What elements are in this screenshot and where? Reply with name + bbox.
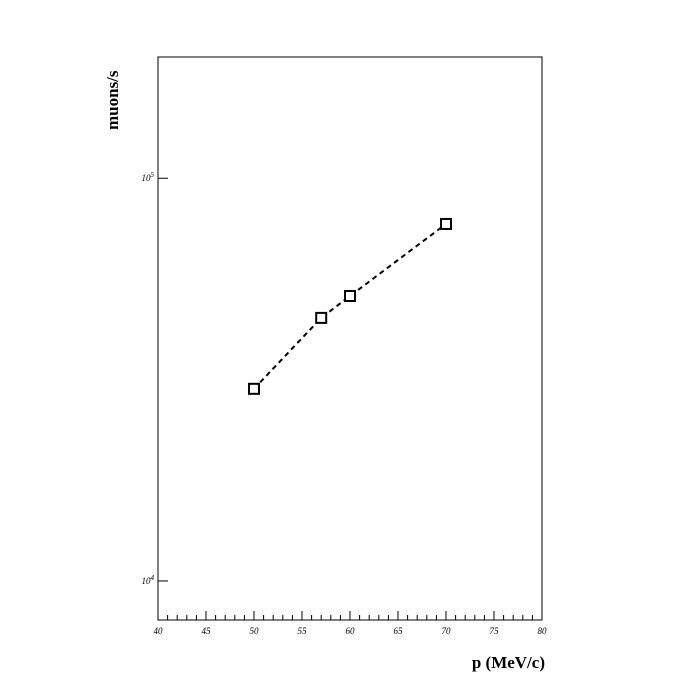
y-tick-exponent: 5 — [151, 171, 155, 179]
x-tick-label: 75 — [490, 626, 500, 636]
y-tick-label: 104 — [142, 574, 155, 586]
y-tick-exponent: 4 — [151, 574, 155, 582]
x-tick-label: 60 — [346, 626, 356, 636]
x-tick-label: 55 — [298, 626, 308, 636]
x-tick-label: 40 — [154, 626, 164, 636]
data-line — [253, 223, 447, 390]
data-point — [344, 290, 356, 303]
x-tick-label: 80 — [538, 626, 548, 636]
y-tick-base: 10 — [142, 173, 152, 183]
x-tick-label: 70 — [442, 626, 452, 636]
x-tick-label: 50 — [250, 626, 260, 636]
x-tick-label: 65 — [394, 626, 404, 636]
x-axis-label: p (MeV/c) — [472, 653, 545, 672]
plot-frame — [157, 56, 543, 621]
x-tick-label: 45 — [202, 626, 212, 636]
data-point — [440, 217, 452, 230]
y-tick-label: 105 — [142, 171, 155, 183]
data-point — [248, 382, 260, 395]
data-point — [315, 311, 328, 324]
y-axis-label: muons/s — [103, 70, 122, 130]
y-tick-base: 10 — [142, 576, 152, 586]
